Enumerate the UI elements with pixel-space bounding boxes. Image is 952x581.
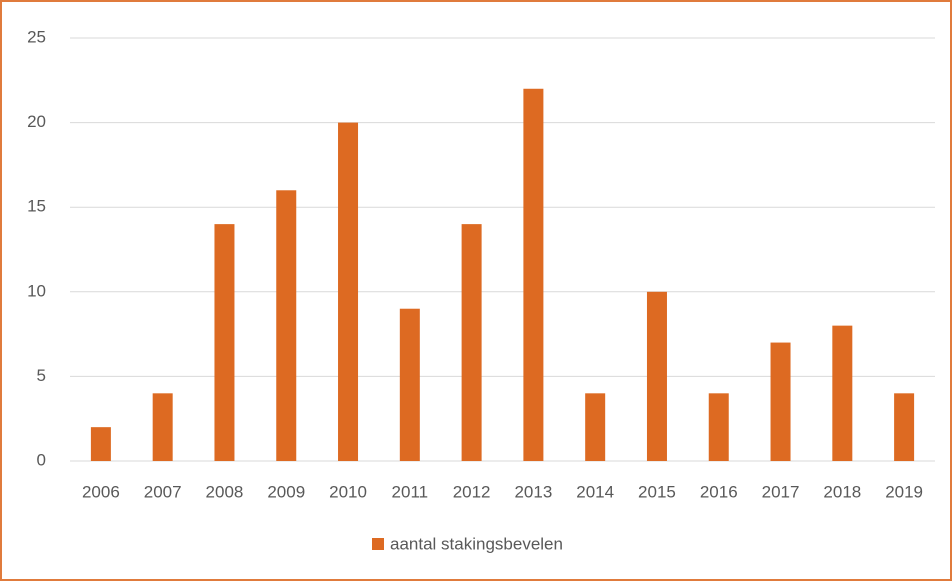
bar bbox=[832, 325, 853, 461]
legend-label: aantal stakingsbevelen bbox=[390, 534, 563, 553]
bar bbox=[399, 308, 420, 461]
x-tick-label: 2011 bbox=[392, 482, 429, 501]
bar bbox=[770, 342, 791, 461]
x-tick-label: 2013 bbox=[514, 482, 552, 501]
y-tick-label: 20 bbox=[27, 112, 46, 131]
x-tick-label: 2007 bbox=[144, 482, 182, 501]
x-tick-label: 2012 bbox=[453, 482, 491, 501]
x-tick-label: 2016 bbox=[700, 482, 738, 501]
bar bbox=[276, 190, 297, 461]
bar bbox=[90, 427, 111, 461]
y-tick-label: 15 bbox=[27, 197, 46, 216]
x-tick-label: 2015 bbox=[638, 482, 676, 501]
x-tick-label: 2010 bbox=[329, 482, 367, 501]
y-tick-label: 25 bbox=[27, 27, 46, 46]
bar bbox=[894, 393, 915, 461]
bar bbox=[708, 393, 729, 461]
x-tick-label: 2008 bbox=[206, 482, 244, 501]
bar bbox=[646, 291, 667, 461]
x-tick-label: 2018 bbox=[823, 482, 861, 501]
x-tick-label: 2009 bbox=[267, 482, 305, 501]
bar bbox=[338, 122, 359, 461]
y-tick-label: 10 bbox=[27, 281, 46, 300]
y-tick-label: 5 bbox=[37, 366, 46, 385]
bar bbox=[214, 224, 235, 461]
x-tick-label: 2006 bbox=[82, 482, 120, 501]
bar bbox=[585, 393, 606, 461]
x-tick-label: 2019 bbox=[885, 482, 923, 501]
x-tick-label: 2017 bbox=[762, 482, 800, 501]
x-tick-label: 2014 bbox=[576, 482, 614, 501]
bar bbox=[152, 393, 173, 461]
y-tick-label: 0 bbox=[37, 450, 46, 469]
bar bbox=[461, 224, 482, 461]
legend-swatch bbox=[372, 538, 384, 550]
bar bbox=[523, 88, 544, 461]
